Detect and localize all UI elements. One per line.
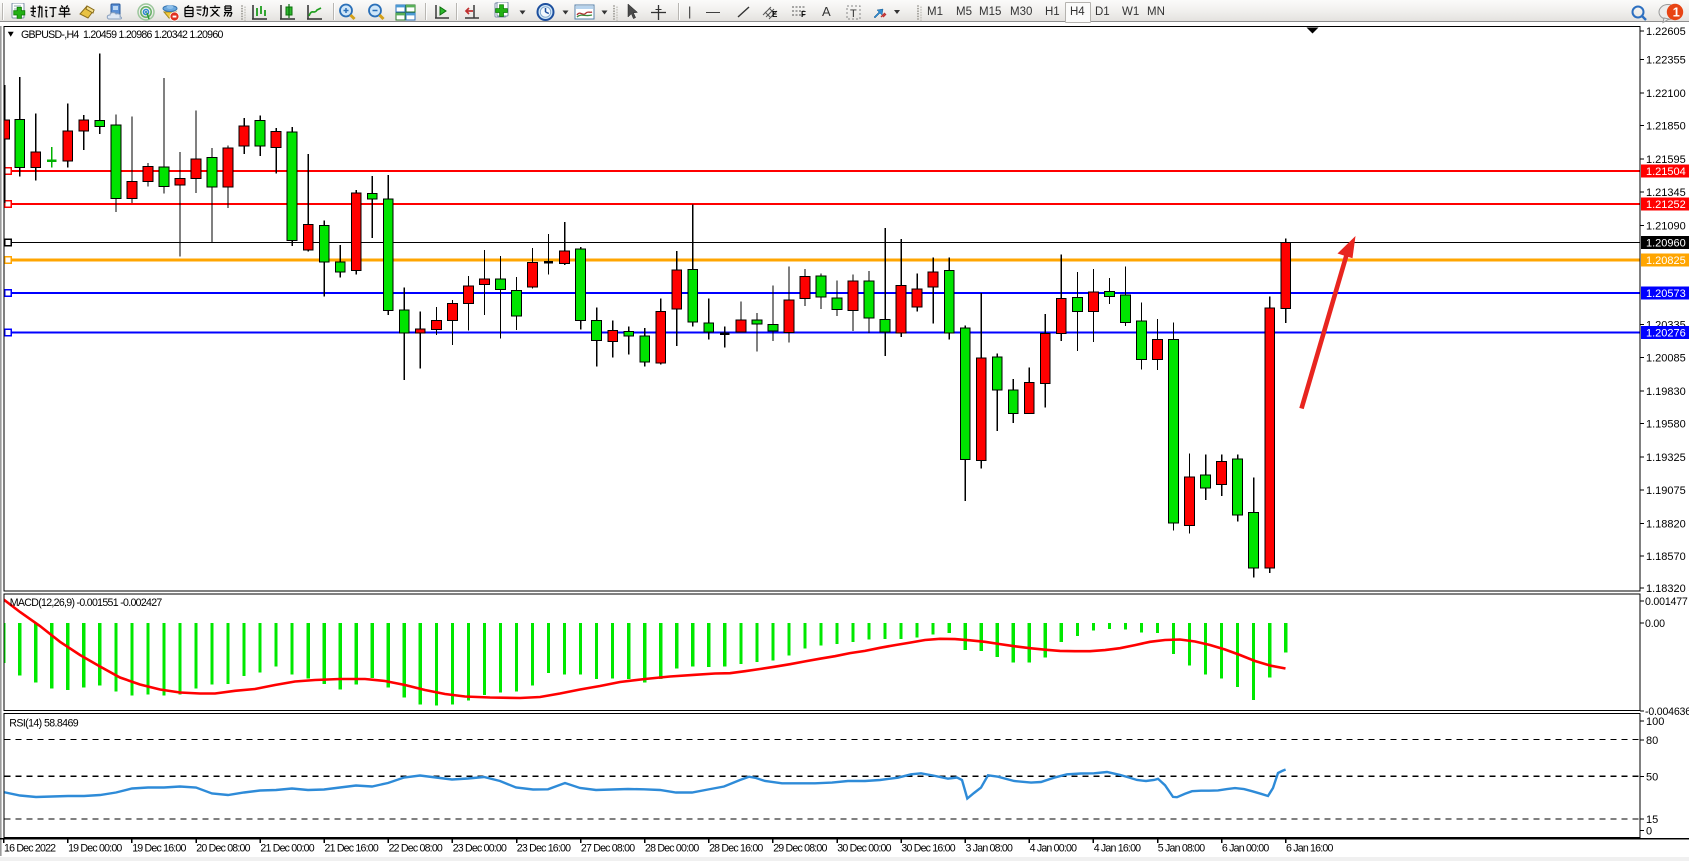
svg-text:1.20085: 1.20085 bbox=[1646, 352, 1686, 364]
svg-text:1.19075: 1.19075 bbox=[1646, 485, 1686, 497]
svg-text:100: 100 bbox=[1646, 716, 1664, 728]
svg-text:27 Dec 08:00: 27 Dec 08:00 bbox=[581, 842, 635, 854]
svg-text:21 Dec 16:00: 21 Dec 16:00 bbox=[325, 842, 379, 854]
svg-text:-0.004636: -0.004636 bbox=[1645, 706, 1689, 718]
svg-text:1.21595: 1.21595 bbox=[1646, 154, 1686, 166]
svg-text:1.19580: 1.19580 bbox=[1646, 419, 1686, 431]
svg-text:22 Dec 08:00: 22 Dec 08:00 bbox=[389, 842, 443, 854]
svg-text:1.19325: 1.19325 bbox=[1646, 452, 1686, 464]
svg-text:T: T bbox=[850, 8, 857, 20]
svg-text:50: 50 bbox=[1646, 771, 1658, 783]
svg-text:30 Dec 00:00: 30 Dec 00:00 bbox=[837, 842, 891, 854]
svg-text:0.001477: 0.001477 bbox=[1645, 596, 1688, 608]
svg-text:19 Dec 00:00: 19 Dec 00:00 bbox=[68, 842, 122, 854]
svg-text:0.00: 0.00 bbox=[1645, 618, 1665, 630]
svg-text:29 Dec 08:00: 29 Dec 08:00 bbox=[773, 842, 827, 854]
svg-text:23 Dec 00:00: 23 Dec 00:00 bbox=[453, 842, 507, 854]
svg-text:1.20276: 1.20276 bbox=[1646, 328, 1686, 340]
svg-text:1.22355: 1.22355 bbox=[1646, 54, 1686, 66]
svg-text:1.20960: 1.20960 bbox=[1646, 238, 1686, 250]
svg-text:6 Jan 00:00: 6 Jan 00:00 bbox=[1222, 842, 1269, 854]
svg-text:1.21504: 1.21504 bbox=[1646, 166, 1686, 178]
svg-text:0: 0 bbox=[1646, 826, 1652, 838]
svg-text:30 Dec 16:00: 30 Dec 16:00 bbox=[901, 842, 955, 854]
svg-text:21 Dec 00:00: 21 Dec 00:00 bbox=[260, 842, 314, 854]
svg-text:1: 1 bbox=[1673, 5, 1680, 20]
svg-text:RSI(14) 58.8469: RSI(14) 58.8469 bbox=[9, 718, 78, 730]
svg-text:GBPUSD-,H4 1.20459 1.20986 1.: GBPUSD-,H4 1.20459 1.20986 1.20342 1.209… bbox=[21, 29, 224, 41]
svg-text:5 Jan 08:00: 5 Jan 08:00 bbox=[1158, 842, 1205, 854]
svg-text:1.18820: 1.18820 bbox=[1646, 518, 1686, 530]
svg-text:1.21252: 1.21252 bbox=[1646, 199, 1686, 211]
svg-text:15: 15 bbox=[1646, 814, 1658, 826]
svg-text:16 Dec 2022: 16 Dec 2022 bbox=[4, 842, 56, 854]
svg-text:1.22605: 1.22605 bbox=[1646, 26, 1686, 38]
svg-text:1.18570: 1.18570 bbox=[1646, 551, 1686, 563]
svg-text:4 Jan 00:00: 4 Jan 00:00 bbox=[1030, 842, 1077, 854]
svg-text:4 Jan 16:00: 4 Jan 16:00 bbox=[1094, 842, 1141, 854]
svg-text:19 Dec 16:00: 19 Dec 16:00 bbox=[132, 842, 186, 854]
svg-text:80: 80 bbox=[1646, 735, 1658, 747]
svg-text:23 Dec 16:00: 23 Dec 16:00 bbox=[517, 842, 571, 854]
svg-text:28 Dec 16:00: 28 Dec 16:00 bbox=[709, 842, 763, 854]
svg-text:MACD(12,26,9) -0.001551 -0.002: MACD(12,26,9) -0.001551 -0.002427 bbox=[10, 597, 163, 609]
svg-text:1.21345: 1.21345 bbox=[1646, 187, 1686, 199]
svg-text:20 Dec 08:00: 20 Dec 08:00 bbox=[196, 842, 250, 854]
svg-text:6 Jan 16:00: 6 Jan 16:00 bbox=[1286, 842, 1333, 854]
svg-text:1.18320: 1.18320 bbox=[1646, 583, 1686, 595]
svg-text:28 Dec 00:00: 28 Dec 00:00 bbox=[645, 842, 699, 854]
svg-text:1.19830: 1.19830 bbox=[1646, 386, 1686, 398]
svg-text:1.20573: 1.20573 bbox=[1646, 288, 1686, 300]
svg-text:3 Jan 08:00: 3 Jan 08:00 bbox=[966, 842, 1013, 854]
svg-text:1.21850: 1.21850 bbox=[1646, 121, 1686, 133]
svg-text:1.20825: 1.20825 bbox=[1646, 255, 1686, 267]
svg-text:1.21090: 1.21090 bbox=[1646, 220, 1686, 232]
svg-text:1.22100: 1.22100 bbox=[1646, 88, 1686, 100]
